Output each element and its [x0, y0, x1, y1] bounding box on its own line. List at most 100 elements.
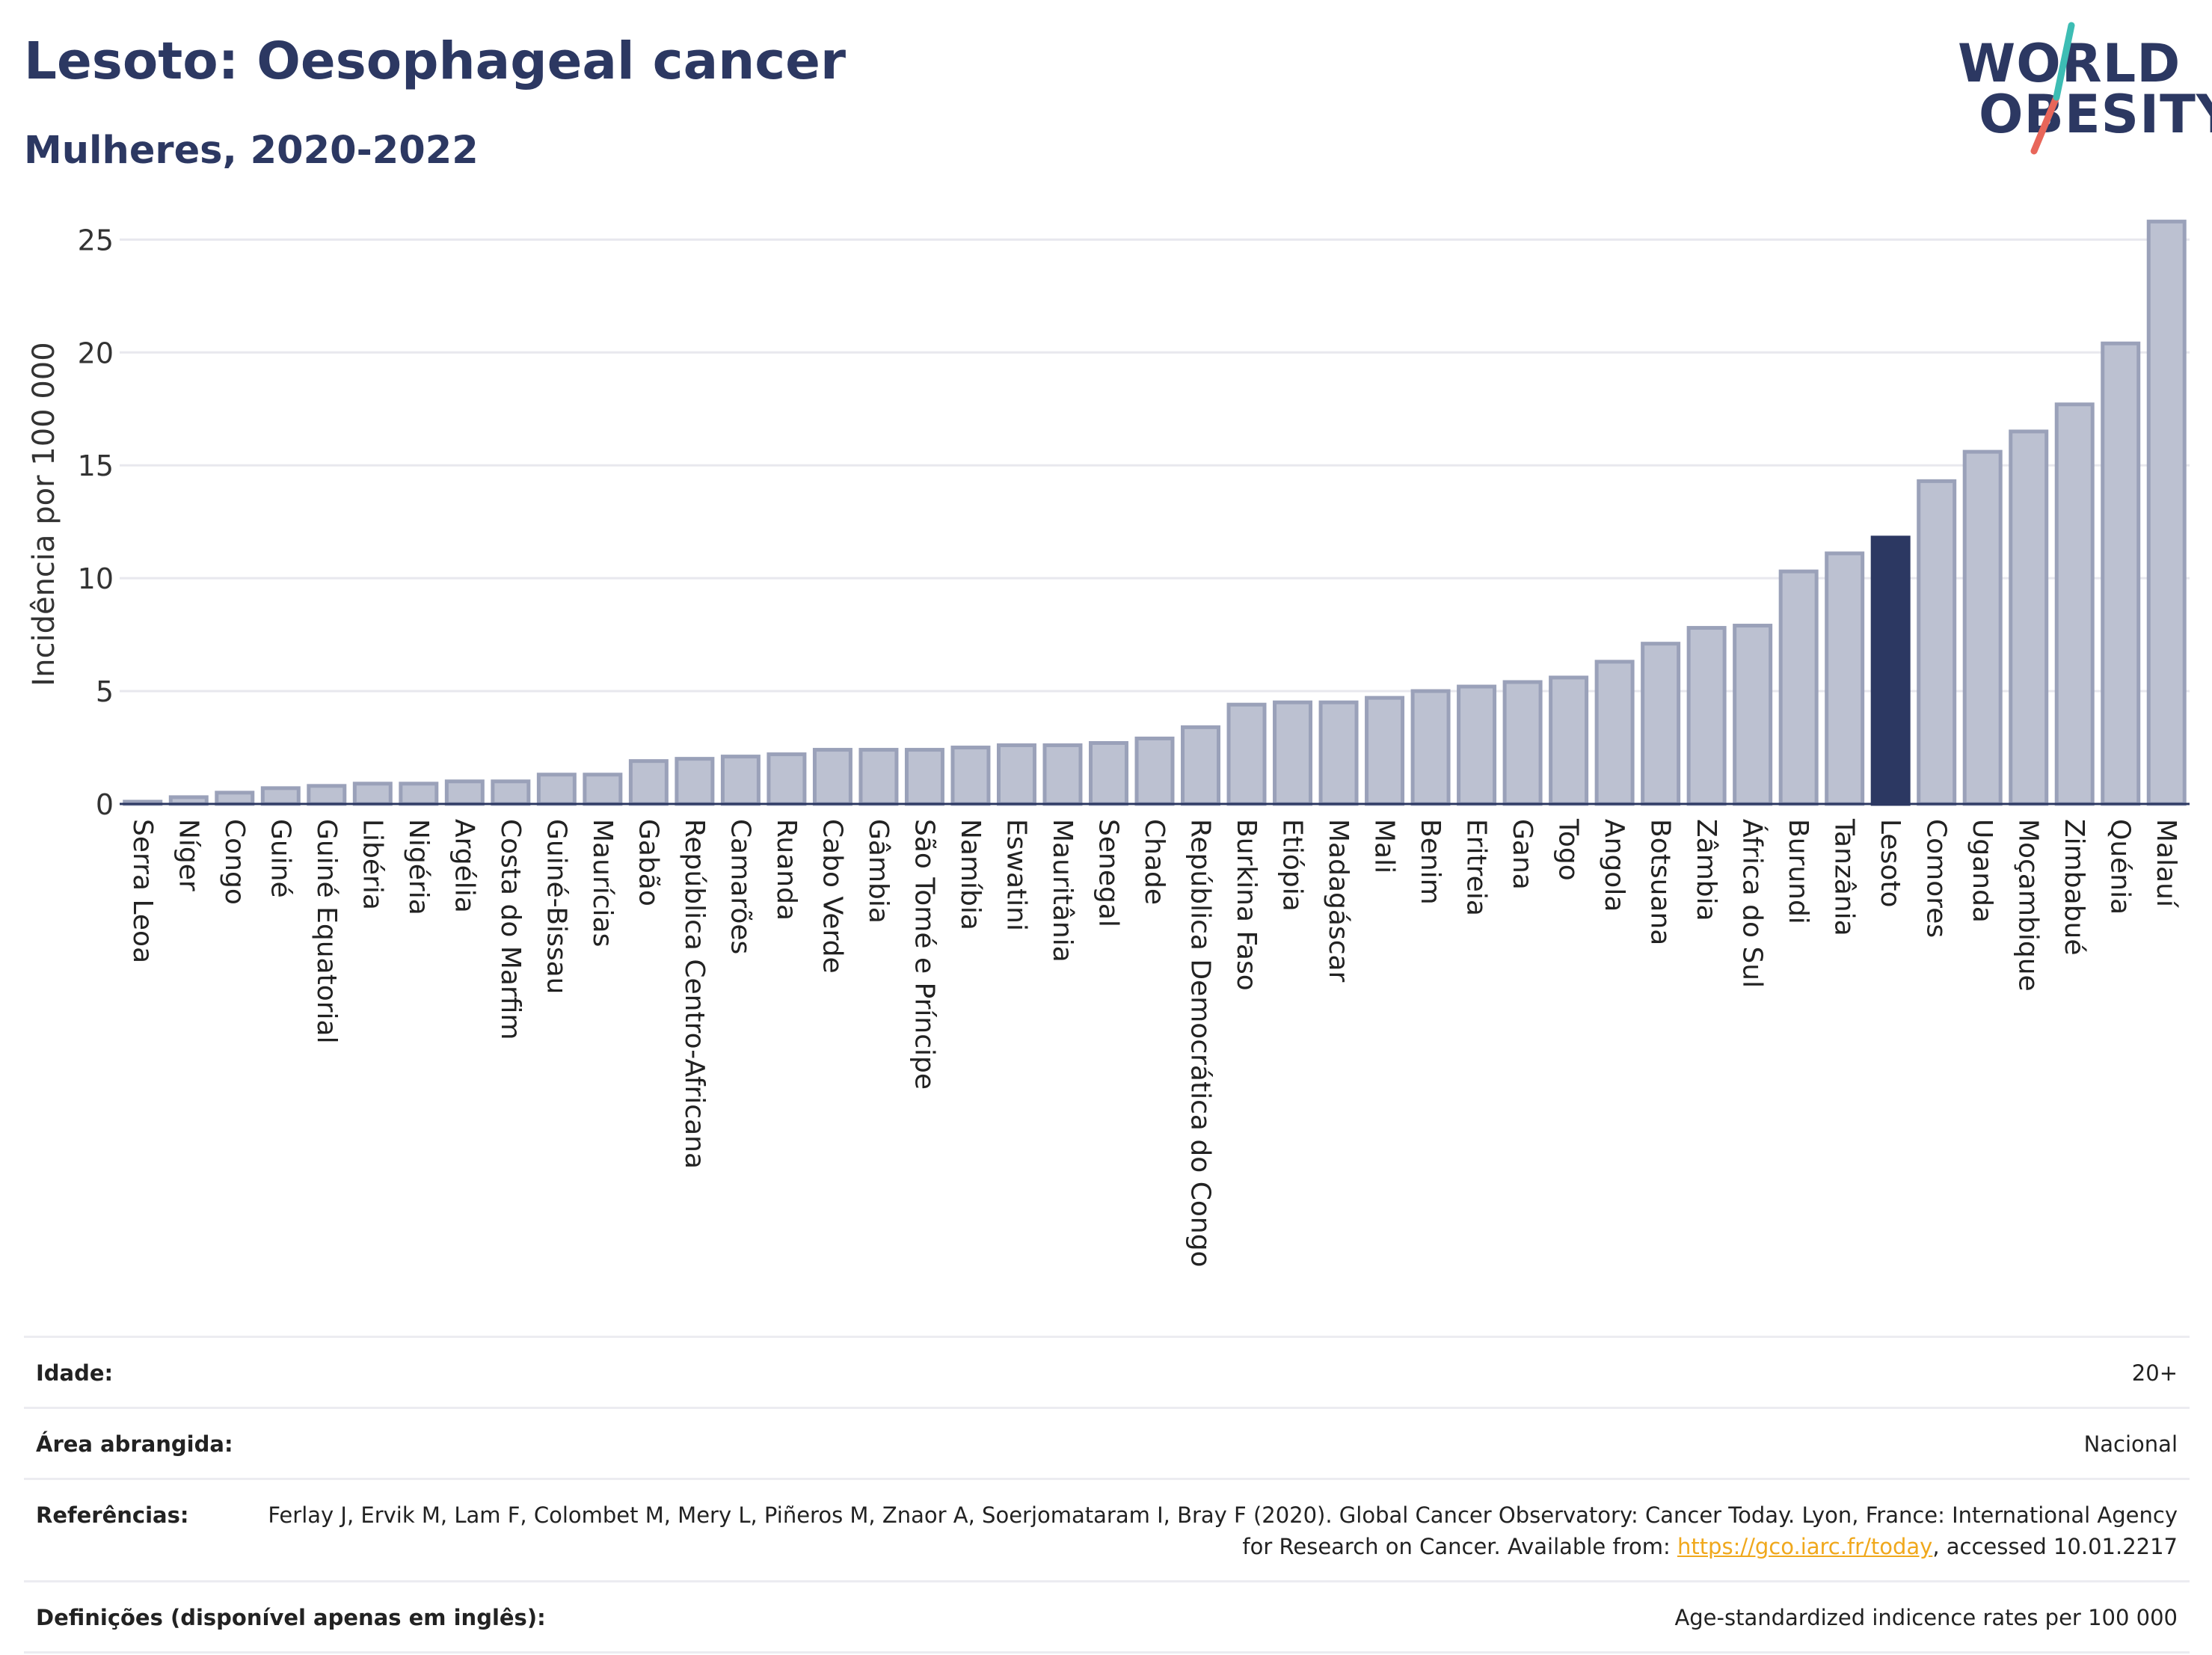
- info-row-definitions: Definições (disponível apenas em inglês)…: [24, 1582, 2190, 1654]
- x-tick-label: Burundi: [1783, 819, 1813, 924]
- y-tick-label: 25: [78, 224, 114, 257]
- bar: [1733, 624, 1773, 806]
- bar: [720, 755, 761, 806]
- x-tick-label: Angola: [1599, 819, 1629, 912]
- info-label-references: Referências:: [36, 1502, 189, 1528]
- world-obesity-logo: WORLD OBESITY: [1944, 15, 2212, 165]
- reference-text: Ferlay J, Ervik M, Lam F, Colombet M, Me…: [268, 1502, 2178, 1559]
- bar: [1042, 743, 1083, 806]
- bar: [1273, 700, 1313, 806]
- bar: [904, 748, 944, 806]
- bar: [1962, 449, 2003, 806]
- bar: [628, 759, 669, 806]
- x-tick-label: Moçambique: [2013, 819, 2044, 992]
- bar: [536, 773, 577, 806]
- x-tick-label: Eswatini: [1001, 819, 1031, 931]
- x-tick-label: Libéria: [357, 819, 387, 910]
- x-tick-label: Congo: [219, 819, 250, 905]
- y-tick-label: 10: [78, 562, 114, 595]
- chart-title: Lesoto: Oesophageal cancer: [24, 31, 846, 91]
- bar: [1457, 684, 1497, 806]
- y-axis-label: Incidência por 100 000: [27, 342, 61, 686]
- x-tick-label: Mauritânia: [1047, 819, 1078, 962]
- info-label-definitions: Definições (disponível apenas em inglês)…: [36, 1605, 546, 1630]
- x-tick-label: Quénia: [2105, 819, 2136, 915]
- info-value-definitions: Age-standardized indicence rates per 100…: [1674, 1605, 2178, 1630]
- bar: [1181, 725, 1221, 806]
- x-tick-label: Cabo Verde: [817, 819, 847, 974]
- bar: [950, 746, 991, 806]
- x-tick-label: Zimbabué: [2059, 819, 2089, 955]
- bar: [1318, 700, 1359, 806]
- bar: [1825, 551, 1865, 806]
- x-tick-label: Comores: [1921, 819, 1952, 938]
- x-tick-label: Argélia: [449, 819, 479, 913]
- x-tick-label: Namíbia: [955, 819, 986, 930]
- x-tick-label: República Democrática do Congo: [1185, 819, 1216, 1268]
- bar: [675, 757, 715, 806]
- bar: [1641, 642, 1681, 806]
- bar: [1549, 675, 1589, 806]
- y-tick-label: 0: [96, 788, 114, 821]
- x-tick-label: Maurícias: [587, 819, 618, 947]
- x-tick-label: Guiné-Bissau: [541, 819, 571, 994]
- bar: [1502, 680, 1543, 806]
- bar: [2146, 219, 2187, 806]
- bar: [996, 743, 1036, 806]
- bar: [260, 786, 301, 806]
- y-tick-label: 5: [96, 675, 114, 708]
- info-value-references: Ferlay J, Ervik M, Lam F, Colombet M, Me…: [233, 1499, 2178, 1562]
- info-row-area: Área abrangida: Nacional: [24, 1409, 2190, 1480]
- x-tick-label: Costa do Marfim: [495, 819, 526, 1040]
- x-tick-label: Guiné: [265, 819, 295, 898]
- x-tick-label: Malauí: [2151, 819, 2181, 908]
- x-tick-label: África do Sul: [1737, 819, 1769, 988]
- reference-link[interactable]: https://gco.iarc.fr/today: [1677, 1534, 1933, 1559]
- x-tick-label: Benim: [1415, 819, 1446, 905]
- x-tick-label: Níger: [173, 819, 203, 891]
- bar: [858, 748, 899, 806]
- bar: [352, 782, 393, 806]
- x-tick-label: Nigéria: [403, 819, 434, 915]
- reference-accessed: , accessed 10.01.2217: [1932, 1534, 2178, 1559]
- bar: [1686, 626, 1727, 806]
- x-tick-label: Gabão: [633, 819, 663, 906]
- bar: [1870, 535, 1911, 806]
- bar: [1365, 696, 1405, 806]
- bar: [1594, 660, 1635, 806]
- x-tick-label: Madagáscar: [1323, 819, 1354, 983]
- bar: [444, 779, 485, 806]
- info-row-age: Idade: 20+: [24, 1338, 2190, 1409]
- bar: [2101, 341, 2141, 806]
- x-tick-label: Guiné Equatorial: [311, 819, 342, 1044]
- x-tick-label: Mali: [1369, 819, 1400, 873]
- x-tick-label: Eritreia: [1461, 819, 1492, 916]
- x-tick-label: República Centro-Africana: [679, 819, 710, 1169]
- bar: [1778, 569, 1819, 806]
- x-tick-label: Camarões: [725, 819, 755, 954]
- x-tick-label: Uganda: [1967, 819, 1997, 923]
- bar: [1088, 741, 1128, 806]
- x-tick-label: Lesoto: [1875, 819, 1905, 908]
- info-value-area: Nacional: [2083, 1431, 2178, 1457]
- logo-line-2: OBESITY: [1979, 84, 2212, 145]
- bar: [215, 790, 255, 806]
- x-tick-label: Zâmbia: [1691, 819, 1721, 921]
- info-value-age: 20+: [2131, 1360, 2178, 1386]
- x-tick-label: Tanzânia: [1829, 818, 1860, 936]
- x-tick-label: Togo: [1553, 818, 1584, 881]
- x-tick-label: São Tomé e Príncipe: [909, 819, 939, 1090]
- bar: [812, 748, 852, 806]
- bar: [491, 779, 531, 806]
- x-tick-label: Etiópia: [1277, 819, 1308, 912]
- info-label-area: Área abrangida:: [36, 1431, 233, 1457]
- x-tick-label: Botsuana: [1645, 819, 1676, 945]
- bar: [2054, 402, 2095, 806]
- bar: [2009, 429, 2049, 806]
- bar: [766, 752, 807, 806]
- x-tick-label: Senegal: [1093, 819, 1123, 927]
- bar: [307, 784, 347, 806]
- bar: [583, 773, 623, 806]
- bar: [1917, 479, 1957, 806]
- x-tick-label: Gana: [1507, 819, 1537, 890]
